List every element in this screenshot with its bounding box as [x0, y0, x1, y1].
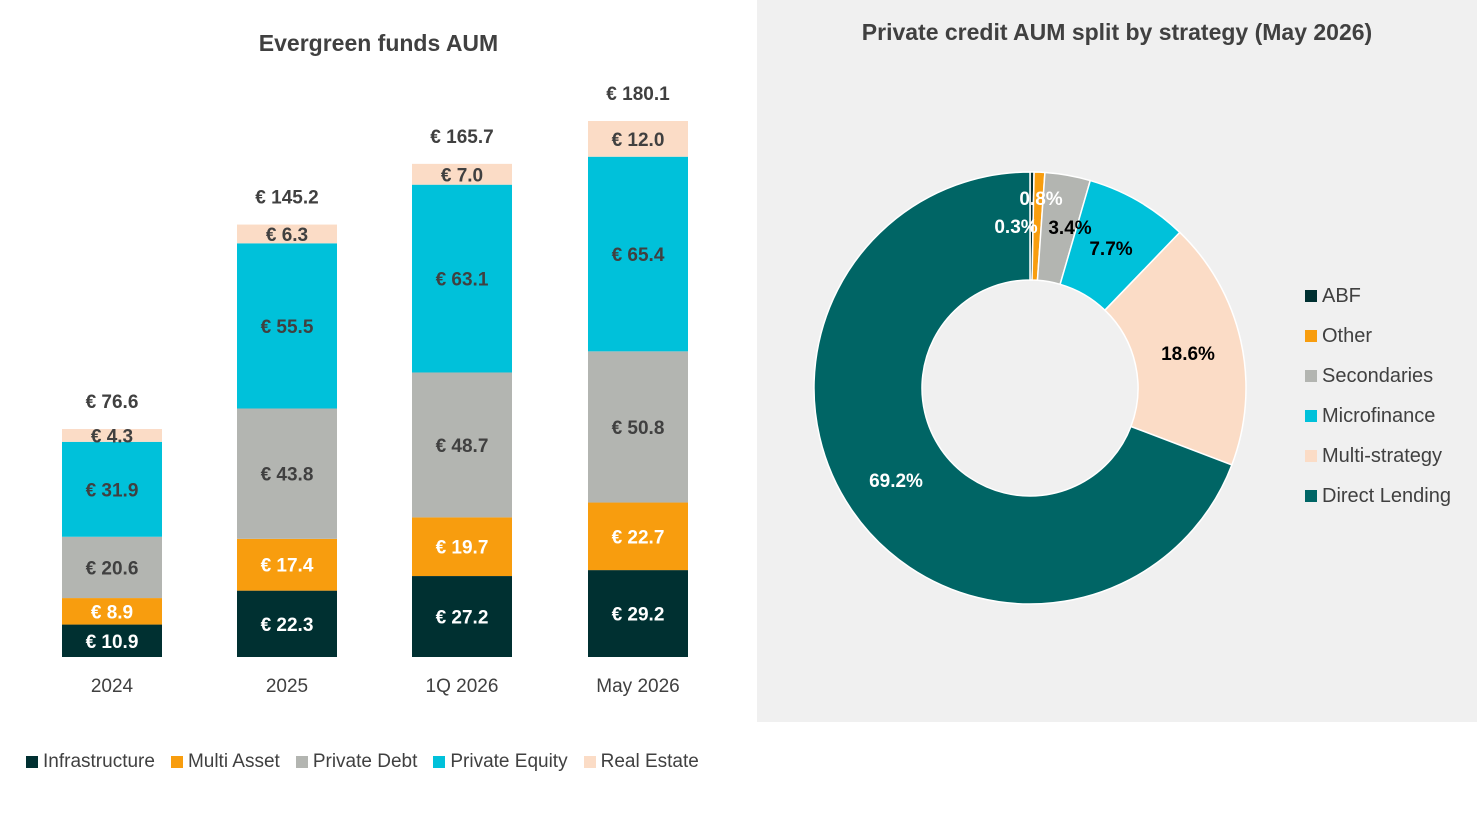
- bar-segment: [62, 429, 162, 442]
- bar-segment-label: € 27.2: [436, 608, 489, 629]
- bar-segment: [237, 408, 337, 539]
- bar-segment-label: € 8.9: [91, 602, 133, 623]
- legend-swatch: [170, 756, 183, 768]
- bar-total-label: € 180.1: [606, 84, 670, 105]
- bar-segment: [412, 576, 512, 657]
- donut-slice: [813, 171, 1233, 605]
- bar-segment: [412, 517, 512, 577]
- bar-segment-label: € 19.7: [436, 538, 489, 559]
- bar-segment-label: € 63.1: [436, 270, 489, 291]
- legend-item: Multi-strategy: [1305, 436, 1451, 476]
- bar-chart-title: Evergreen funds AUM: [258, 30, 499, 56]
- legend-swatch: [26, 756, 38, 768]
- donut-chart-title: Private credit AUM split by strategy (Ma…: [861, 19, 1373, 45]
- legend-label: Direct Lending: [1322, 484, 1451, 507]
- bar-segment: [237, 243, 337, 409]
- bar-segment: [588, 156, 688, 352]
- bar-chart-panel: Evergreen funds AUM € 10.9 € 8.9 € 20.6 € 3…: [26, 30, 715, 773]
- bar-segment: [588, 502, 688, 571]
- legend-label: Real Estate: [600, 751, 699, 772]
- legend-item: Microfinance: [1305, 396, 1451, 436]
- legend-item: Direct Lending: [1305, 476, 1451, 516]
- legend-swatch: [1305, 290, 1317, 302]
- legend-label: Infrastructure: [43, 751, 155, 772]
- x-tick-label: May 2026: [596, 676, 679, 697]
- bar-segment: [237, 590, 337, 657]
- donut-slice-label: 3.4%: [1048, 218, 1091, 239]
- legend-item: Secondaries: [1305, 356, 1451, 396]
- legend-label: Microfinance: [1322, 404, 1436, 427]
- legend-label: Multi Asset: [187, 751, 280, 772]
- bar-segment: [62, 624, 162, 657]
- bar-chart-legend: Infrastructure Multi Asset Private Debt Pri…: [26, 751, 715, 773]
- bar-segment-label: € 55.5: [261, 317, 314, 338]
- legend-swatch: [295, 756, 308, 768]
- bar-segment: [588, 121, 688, 157]
- bar-segment: [62, 598, 162, 625]
- bar-segment-label: € 65.4: [612, 245, 665, 266]
- legend-label: Multi-strategy: [1322, 444, 1443, 467]
- bar-segment-label: € 22.7: [612, 527, 665, 548]
- bar-segment: [412, 372, 512, 518]
- bar-segment-label: € 6.3: [266, 225, 308, 246]
- bar-total-label: € 76.6: [86, 392, 139, 413]
- bar-segment-label: € 43.8: [261, 465, 314, 486]
- bar-segment: [62, 441, 162, 537]
- bar-segment-label: € 20.6: [86, 558, 139, 579]
- bar-segment: [588, 570, 688, 657]
- bar-segment-label: € 31.9: [86, 480, 139, 501]
- legend-item: Other: [1305, 316, 1451, 356]
- donut-chart-panel: Private credit AUM split by strategy (Ma…: [757, 0, 1477, 722]
- legend-item: Private Debt: [295, 751, 418, 773]
- bar-segment-label: € 10.9: [86, 632, 139, 653]
- bar-segment-label: € 17.4: [261, 556, 314, 577]
- legend-label: Private Equity: [450, 751, 568, 772]
- x-tick-label: 2024: [91, 676, 134, 697]
- bar-segment: [62, 536, 162, 599]
- legend-swatch: [1305, 490, 1317, 502]
- donut-chart-legend: ABF Other Secondaries Microfinance Multi-str…: [1305, 276, 1451, 516]
- donut-slice-label: 0.8%: [1019, 189, 1062, 210]
- legend-item: Multi Asset: [170, 751, 280, 773]
- donut-slice-label: 69.2%: [869, 471, 923, 492]
- donut-slice-label: 0.3%: [994, 217, 1037, 238]
- legend-swatch: [1305, 330, 1317, 342]
- bar-segment: [237, 538, 337, 591]
- legend-swatch: [583, 756, 596, 768]
- legend-swatch: [1305, 410, 1317, 422]
- bar-segment-label: € 50.8: [612, 418, 665, 439]
- donut-slice-label: 7.7%: [1089, 239, 1132, 260]
- bar-segment: [588, 351, 688, 503]
- bar-segment-label: € 4.3: [91, 426, 133, 447]
- legend-label: ABF: [1322, 284, 1361, 307]
- bar-segment-label: € 29.2: [612, 605, 665, 626]
- bar-segment: [412, 184, 512, 373]
- legend-swatch: [1305, 370, 1317, 382]
- bar-segment-label: € 48.7: [436, 436, 489, 457]
- legend-item: Infrastructure: [26, 751, 155, 773]
- legend-label: Secondaries: [1322, 364, 1434, 387]
- legend-swatch: [433, 756, 446, 768]
- legend-item: Private Equity: [433, 751, 568, 773]
- bar-segment-label: € 12.0: [612, 130, 665, 151]
- bar-chart: € 10.9 € 8.9 € 20.6 € 31.9 € 4.3 € 76.6 2024 € …: [62, 84, 688, 697]
- legend-label: Private Debt: [312, 751, 418, 772]
- bar-segment-label: € 22.3: [261, 615, 314, 636]
- donut-slice: [1103, 231, 1247, 466]
- legend-label: Other: [1322, 324, 1373, 347]
- legend-item: ABF: [1305, 276, 1451, 316]
- bar-total-label: € 165.7: [430, 127, 493, 148]
- donut-chart: 0.3% 0.8% 3.4%7.7% 18.6% 69.2%: [813, 171, 1247, 605]
- bar-segment-label: € 7.0: [441, 165, 483, 186]
- x-tick-label: 2025: [266, 676, 308, 697]
- x-tick-label: 1Q 2026: [426, 676, 499, 697]
- legend-swatch: [1305, 450, 1317, 462]
- bar-segment: [412, 163, 512, 185]
- bar-segment: [237, 224, 337, 244]
- legend-item: Real Estate: [583, 751, 699, 773]
- bar-total-label: € 145.2: [255, 188, 318, 209]
- donut-slice-label: 18.6%: [1161, 344, 1215, 365]
